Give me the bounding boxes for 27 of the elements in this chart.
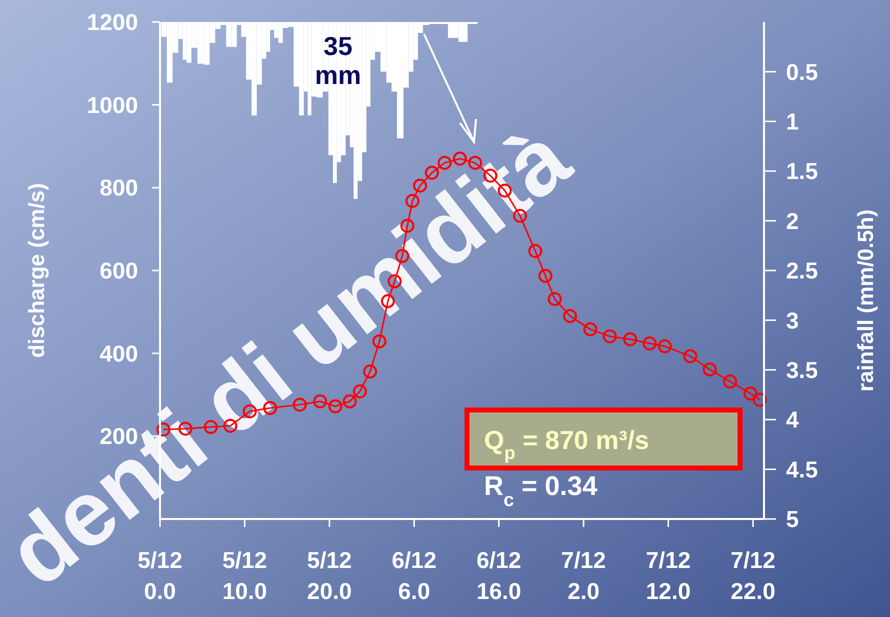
y-tick-label: 800 bbox=[100, 174, 138, 201]
annotation: 35 mm bbox=[314, 31, 362, 90]
y2-tick-label: 1.5 bbox=[786, 158, 818, 184]
y-tick-label: 600 bbox=[100, 258, 138, 284]
y-tick-label: 1200 bbox=[86, 9, 138, 36]
y2-tick-label: 1 bbox=[786, 108, 799, 134]
x-tick-label: 5/12 10.0 bbox=[222, 547, 268, 604]
annotation: R$_{c}$ = 0.34 bbox=[484, 471, 598, 510]
y2-axis-title: rainfall (mm/0.5h) bbox=[853, 209, 878, 392]
y2-tick-label: 3.5 bbox=[786, 356, 818, 383]
y2-tick-label: 4 bbox=[786, 406, 799, 433]
y2-tick-label: 0.5 bbox=[786, 58, 818, 85]
y-tick-label: 400 bbox=[100, 340, 138, 366]
x-tick-label: 7/12 12.0 bbox=[646, 547, 691, 604]
x-tick-label: 6/12 6.0 bbox=[392, 547, 437, 604]
y-tick-label: 1000 bbox=[86, 92, 138, 118]
x-tick-label: 6/12 16.0 bbox=[476, 547, 522, 604]
y2-tick-label: 5 bbox=[786, 506, 799, 532]
y-axis-title: discharge (cm/s) bbox=[24, 183, 49, 358]
x-tick-label: 7/12 22.0 bbox=[730, 547, 776, 604]
y2-tick-label: 2.5 bbox=[786, 258, 818, 284]
y2-tick-label: 3 bbox=[786, 307, 799, 334]
y2-tick-label: 2 bbox=[786, 208, 799, 234]
y2-tick-label: 4.5 bbox=[786, 456, 818, 482]
annotation: Q$_{p}$ = 870 m³/s bbox=[484, 425, 650, 463]
x-tick-label: 5/12 20.0 bbox=[307, 547, 352, 604]
x-tick-label: 7/12 2.0 bbox=[561, 547, 606, 604]
